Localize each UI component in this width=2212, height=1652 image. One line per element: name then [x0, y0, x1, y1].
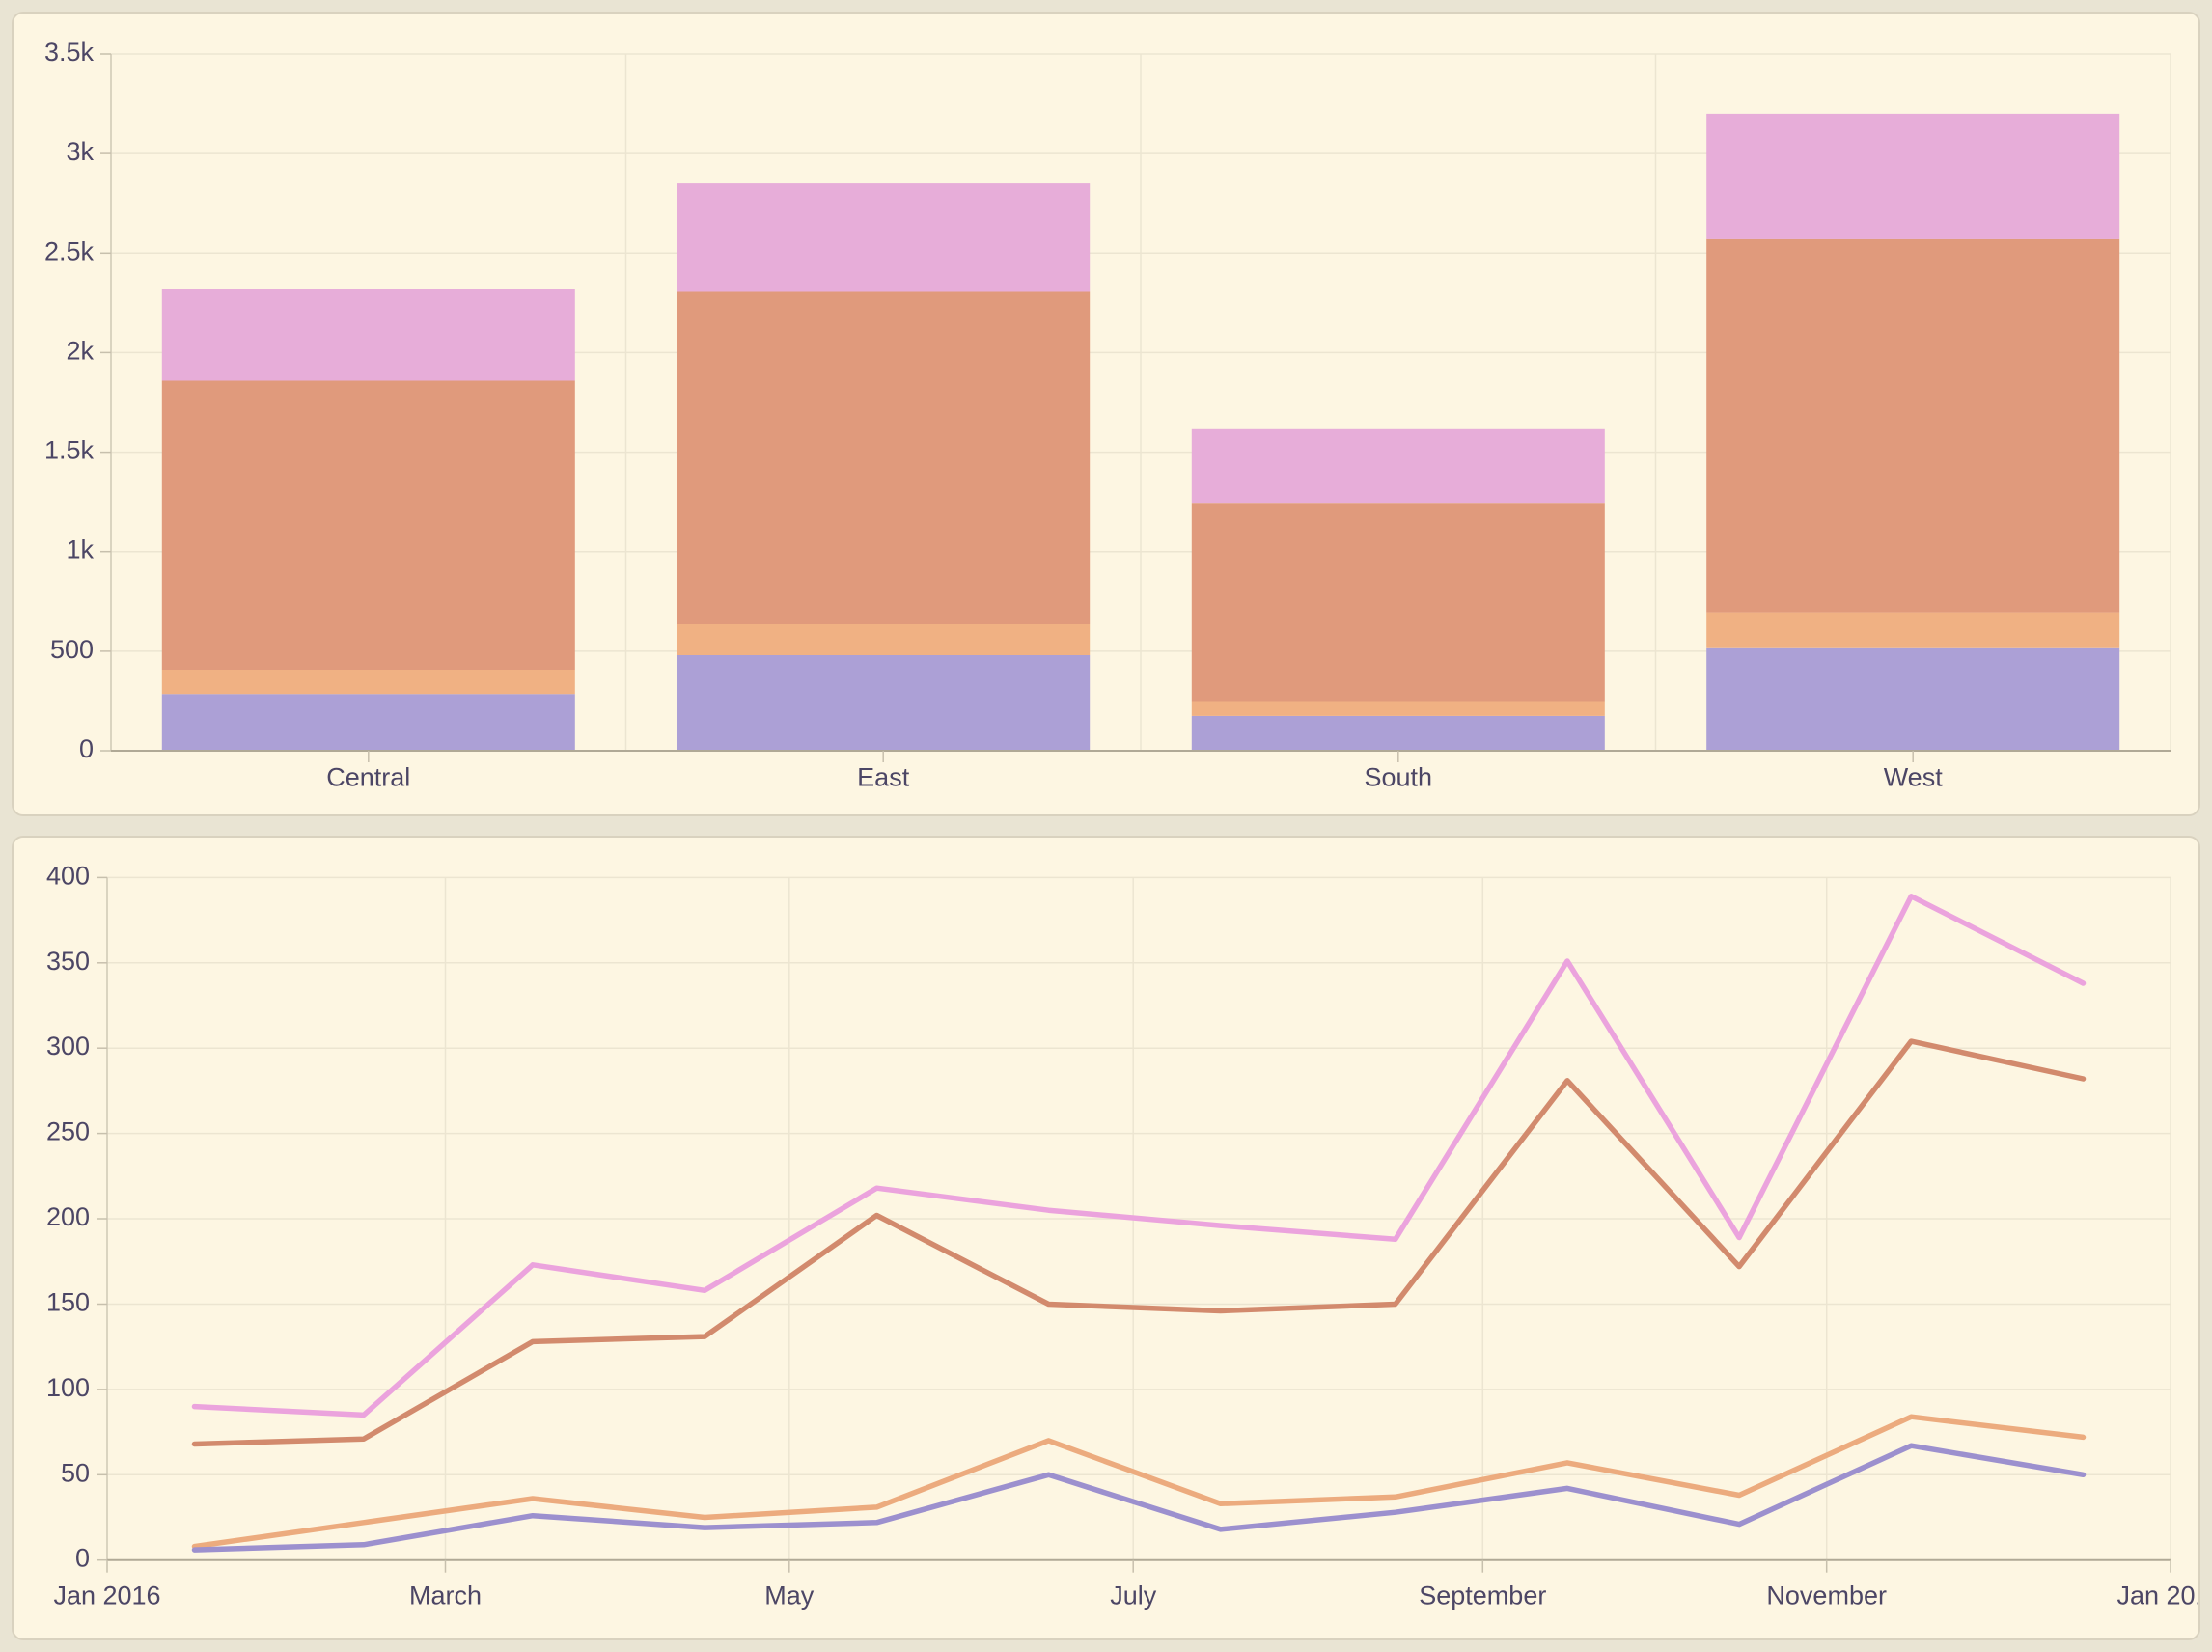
svg-text:3.5k: 3.5k: [44, 38, 95, 67]
svg-text:350: 350: [46, 947, 90, 976]
svg-text:100: 100: [46, 1373, 90, 1402]
svg-text:3k: 3k: [66, 137, 94, 166]
svg-text:September: September: [1419, 1582, 1546, 1611]
svg-text:400: 400: [46, 861, 90, 890]
svg-text:July: July: [1110, 1582, 1157, 1611]
svg-text:Jan 2016: Jan 2016: [53, 1582, 160, 1611]
svg-text:South: South: [1365, 763, 1433, 792]
svg-text:2.5k: 2.5k: [44, 236, 95, 265]
svg-text:2k: 2k: [66, 336, 94, 365]
svg-text:West: West: [1884, 763, 1944, 792]
svg-text:150: 150: [46, 1288, 90, 1317]
svg-text:250: 250: [46, 1117, 90, 1146]
svg-text:Central: Central: [326, 763, 410, 792]
svg-text:May: May: [764, 1582, 815, 1611]
svg-text:200: 200: [46, 1202, 90, 1231]
svg-text:1.5k: 1.5k: [44, 436, 95, 465]
svg-text:November: November: [1766, 1582, 1887, 1611]
svg-text:50: 50: [61, 1458, 90, 1487]
svg-text:East: East: [857, 763, 910, 792]
svg-text:Jan 2017: Jan 2017: [2116, 1582, 2212, 1611]
svg-text:300: 300: [46, 1032, 90, 1060]
svg-text:0: 0: [75, 1544, 90, 1573]
svg-text:March: March: [409, 1582, 482, 1611]
svg-text:0: 0: [79, 734, 94, 763]
svg-text:500: 500: [50, 635, 94, 664]
svg-text:1k: 1k: [66, 536, 94, 564]
